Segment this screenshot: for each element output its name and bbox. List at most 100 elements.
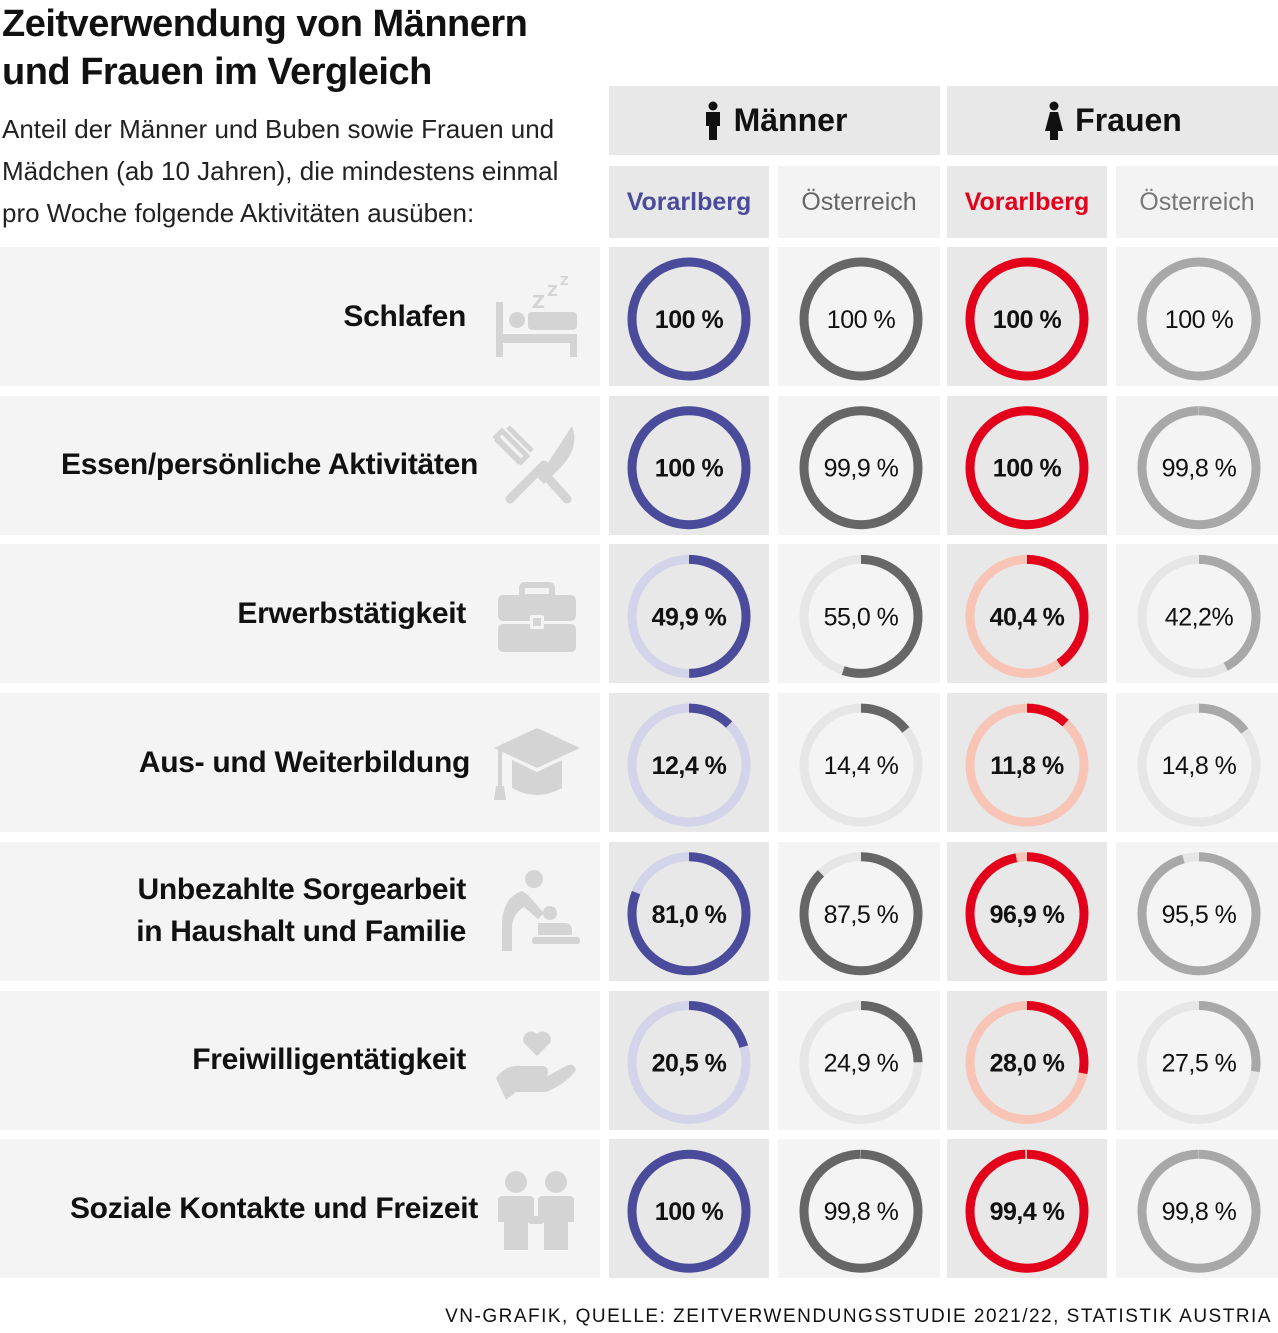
row-6-activity-label-line-1: Freiwilligentätigkeit — [192, 1043, 466, 1076]
row-3-ring-4: 42,2% — [1137, 554, 1261, 678]
ring-value-label: 100 % — [827, 306, 896, 334]
ring-value-label: 42,2% — [1165, 603, 1234, 631]
svg-text:Z: Z — [547, 282, 558, 300]
ring-value-label: 96,9 % — [990, 901, 1065, 929]
ring-value-arc — [799, 1149, 923, 1273]
ring-value-label: 49,9 % — [652, 603, 727, 631]
row-1-activity-label-line-1: Schlafen — [343, 299, 466, 333]
row-7-ring-1: 100 % — [627, 1149, 751, 1273]
row-7-ring-2: 99,8 % — [799, 1149, 923, 1273]
row-5-activity-label-line-1: Unbezahlte Sorgearbeit — [137, 873, 467, 907]
row-6-ring-3: 28,0 % — [965, 1001, 1089, 1124]
row-3-ring-1: 49,9 % — [627, 554, 751, 678]
ring-value-arc — [1137, 852, 1261, 976]
title-line-2: und Frauen im Vergleich — [2, 51, 432, 93]
row-5-activity-label-line-2: in Haushalt und Familie — [136, 915, 466, 949]
row-3-ring-2: 55,0 % — [799, 554, 923, 678]
ring-value-label: 11,8 % — [990, 752, 1064, 780]
ring-value-arc — [965, 554, 1089, 678]
chart-subtitle: Anteil der Männer und Buben sowie Frauen… — [2, 108, 602, 234]
ring-value-label: 99,4 % — [990, 1198, 1065, 1226]
ring-value-arc — [1137, 257, 1261, 381]
header-women-oesterreich: Österreich — [1116, 166, 1278, 238]
row-1-ring-3: 100 % — [965, 257, 1089, 381]
header-men-vorarlberg: Vorarlberg — [609, 166, 769, 238]
row-4-ring-2: 14,4 % — [799, 703, 923, 827]
row-1-ring-1: 100 % — [627, 257, 751, 381]
row-2-activity-label-line-1: Essen/persönliche Aktivitäten — [61, 448, 478, 482]
ring-value-arc — [1137, 554, 1261, 678]
row-3-ring-3: 40,4 % — [965, 554, 1089, 678]
row-5-ring-2: 87,5 % — [799, 852, 923, 976]
ring-value-arc — [1137, 703, 1261, 827]
ring-value-arc — [799, 406, 923, 530]
caregiving-icon — [492, 867, 582, 957]
people-icon — [492, 1164, 582, 1254]
row-1-ring-4: 100 % — [1137, 257, 1261, 381]
ring-value-label: 24,9 % — [824, 1050, 899, 1078]
header-women-vorarlberg-label: Vorarlberg — [964, 187, 1090, 216]
ring-value-label: 81,0 % — [652, 901, 727, 929]
row-2-ring-1: 100 % — [627, 406, 751, 530]
ring-value-arc — [1137, 1001, 1261, 1124]
row-2-label-cell — [0, 395, 600, 535]
row-4-ring-1: 12,4 % — [627, 703, 751, 827]
ring-value-arc — [965, 1149, 1089, 1273]
row-5-ring-1: 81,0 % — [627, 852, 751, 976]
row-6-ring-1: 20,5 % — [627, 1001, 751, 1124]
ring-value-label: 100 % — [655, 306, 724, 334]
ring-value-label: 27,5 % — [1162, 1050, 1237, 1078]
ring-value-label: 55,0 % — [824, 603, 899, 631]
row-5-ring-4: 95,5 % — [1137, 852, 1261, 976]
row-6-activity-label: Freiwilligentätigkeit — [192, 1039, 466, 1081]
header-men-oesterreich: Österreich — [778, 166, 940, 238]
row-5-label-cell — [0, 841, 600, 981]
ring-value-label: 100 % — [655, 1198, 724, 1226]
ring-value-label: 99,8 % — [824, 1198, 899, 1226]
header-women: Frauen — [947, 86, 1278, 155]
subtitle-line-1: Anteil der Männer und Buben sowie Frauen… — [2, 114, 555, 144]
ring-value-label: 99,9 % — [824, 455, 899, 483]
graduation-cap-icon — [492, 718, 582, 808]
ring-value-label: 100 % — [993, 455, 1062, 483]
ring-value-label: 100 % — [1165, 306, 1234, 334]
ring-value-arc — [965, 703, 1089, 827]
header-women-label: Frauen — [1075, 102, 1182, 138]
fork-knife-icon — [492, 421, 582, 511]
ring-value-arc — [965, 852, 1089, 976]
row-4-ring-3: 11,8 % — [965, 703, 1089, 827]
header-men-oesterreich-label: Österreich — [801, 187, 917, 216]
row-7-ring-4: 99,8 % — [1137, 1149, 1261, 1273]
row-6-ring-2: 24,9 % — [799, 1001, 923, 1124]
ring-value-arc — [627, 703, 751, 827]
ring-value-arc — [799, 257, 923, 381]
briefcase-icon — [492, 569, 582, 659]
ring-value-arc — [965, 257, 1089, 381]
title-line-1: Zeitverwendung von Männern — [2, 3, 528, 45]
row-7-activity-label-line-1: Soziale Kontakte und Freizeit — [69, 1191, 478, 1225]
hand-heart-icon — [492, 1016, 582, 1106]
header-men-label: Männer — [733, 102, 848, 138]
row-2-ring-3: 100 % — [965, 406, 1089, 530]
ring-value-arc — [627, 1149, 751, 1273]
ring-value-arc — [627, 406, 751, 530]
header-women-vorarlberg: Vorarlberg — [947, 166, 1107, 238]
ring-value-arc — [627, 257, 751, 381]
source-footer: VN-GRAFIK, QUELLE: ZEITVERWENDUNGSSTUDIE… — [445, 1306, 1272, 1327]
subtitle-line-2: Mädchen (ab 10 Jahren), die mindestens e… — [2, 156, 559, 186]
row-2-activity-label: Essen/persönliche Aktivitäten — [61, 444, 478, 486]
row-4-activity-label: Aus- und Weiterbildung — [139, 742, 470, 784]
row-2-ring-2: 99,9 % — [799, 406, 923, 530]
row-7-ring-3: 99,4 % — [965, 1149, 1089, 1273]
ring-value-arc — [627, 554, 751, 678]
header-men: Männer — [609, 86, 940, 155]
ring-value-arc — [965, 1001, 1089, 1124]
ring-value-label: 40,4 % — [990, 603, 1065, 631]
ring-value-label: 99,8 % — [1162, 455, 1237, 483]
ring-value-label: 28,0 % — [990, 1050, 1065, 1078]
svg-text:Z: Z — [532, 292, 545, 313]
row-1-ring-2: 100 % — [799, 257, 923, 381]
ring-value-label: 87,5 % — [824, 901, 899, 929]
ring-value-arc — [799, 852, 923, 976]
